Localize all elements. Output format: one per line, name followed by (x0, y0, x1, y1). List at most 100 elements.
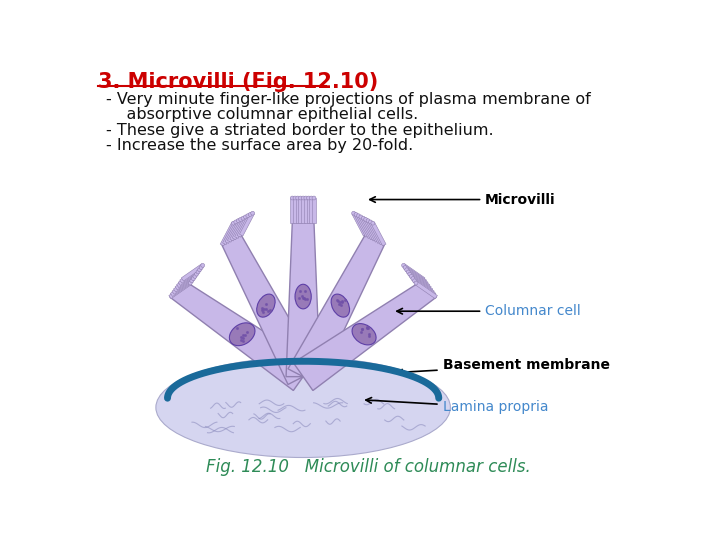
Ellipse shape (230, 323, 255, 346)
Text: - These give a striated border to the epithelium.: - These give a striated border to the ep… (106, 123, 493, 138)
Ellipse shape (310, 196, 313, 200)
Polygon shape (293, 198, 297, 222)
Polygon shape (220, 222, 235, 246)
Ellipse shape (304, 196, 307, 200)
Text: Fig. 12.10   Microvilli of columnar cells.: Fig. 12.10 Microvilli of columnar cells. (206, 457, 531, 476)
Text: Columnar cell: Columnar cell (397, 304, 581, 318)
Ellipse shape (189, 281, 192, 285)
Ellipse shape (405, 268, 409, 272)
Ellipse shape (301, 196, 305, 200)
Ellipse shape (364, 218, 368, 221)
Polygon shape (356, 215, 372, 239)
Polygon shape (369, 221, 384, 245)
Polygon shape (175, 273, 197, 290)
Polygon shape (240, 212, 254, 236)
Polygon shape (293, 280, 436, 390)
Ellipse shape (246, 214, 250, 218)
Polygon shape (312, 198, 316, 222)
Ellipse shape (410, 274, 413, 278)
Polygon shape (364, 219, 379, 242)
Polygon shape (174, 275, 196, 292)
Polygon shape (171, 279, 193, 296)
Ellipse shape (406, 270, 410, 274)
Ellipse shape (190, 279, 194, 283)
Polygon shape (178, 268, 201, 286)
Polygon shape (181, 264, 204, 281)
Ellipse shape (199, 266, 203, 269)
Text: 3. Microvilli (Fig. 12.10): 3. Microvilli (Fig. 12.10) (98, 72, 378, 92)
Ellipse shape (290, 196, 294, 200)
Polygon shape (310, 198, 313, 222)
Ellipse shape (403, 266, 407, 269)
Ellipse shape (312, 196, 316, 200)
Polygon shape (228, 219, 243, 242)
Polygon shape (225, 220, 240, 244)
Polygon shape (233, 216, 247, 240)
Polygon shape (352, 212, 366, 236)
Ellipse shape (359, 215, 363, 219)
Text: Lamina propria: Lamina propria (366, 397, 548, 415)
Ellipse shape (411, 276, 415, 280)
Polygon shape (172, 277, 194, 294)
Polygon shape (366, 220, 381, 244)
Polygon shape (359, 216, 374, 240)
Polygon shape (304, 198, 307, 222)
Polygon shape (409, 273, 431, 290)
Ellipse shape (361, 216, 365, 220)
Polygon shape (301, 198, 305, 222)
Polygon shape (410, 275, 433, 292)
Text: Microvilli: Microvilli (370, 193, 556, 206)
Polygon shape (361, 217, 377, 241)
Polygon shape (307, 198, 310, 222)
Polygon shape (168, 281, 192, 299)
Ellipse shape (192, 276, 195, 280)
Polygon shape (412, 277, 434, 294)
Text: - Increase the surface area by 20-fold.: - Increase the surface area by 20-fold. (106, 138, 413, 153)
Ellipse shape (414, 281, 418, 285)
Text: absorptive columnar epithelial cells.: absorptive columnar epithelial cells. (106, 107, 418, 122)
Ellipse shape (194, 272, 199, 276)
Ellipse shape (296, 196, 300, 200)
Polygon shape (296, 198, 300, 222)
Ellipse shape (371, 221, 375, 225)
Ellipse shape (331, 294, 349, 317)
Polygon shape (405, 268, 428, 286)
Polygon shape (237, 214, 252, 237)
Polygon shape (230, 217, 245, 241)
Ellipse shape (351, 211, 356, 215)
Ellipse shape (196, 270, 200, 274)
Ellipse shape (201, 264, 204, 267)
Ellipse shape (234, 220, 238, 224)
Ellipse shape (198, 268, 202, 272)
Polygon shape (286, 222, 320, 377)
Ellipse shape (193, 274, 197, 278)
Ellipse shape (156, 357, 451, 457)
Polygon shape (290, 198, 294, 222)
Ellipse shape (248, 213, 252, 217)
Polygon shape (413, 279, 436, 296)
Polygon shape (354, 214, 369, 237)
Polygon shape (404, 266, 426, 284)
Ellipse shape (366, 219, 370, 222)
Ellipse shape (236, 219, 240, 222)
Polygon shape (170, 280, 313, 390)
Ellipse shape (369, 220, 372, 224)
Ellipse shape (356, 214, 361, 218)
Polygon shape (407, 271, 430, 288)
Ellipse shape (241, 216, 245, 220)
Ellipse shape (243, 215, 248, 219)
Polygon shape (288, 235, 384, 384)
Polygon shape (235, 215, 250, 239)
Ellipse shape (231, 221, 235, 225)
Ellipse shape (408, 272, 412, 276)
Polygon shape (415, 281, 438, 299)
Ellipse shape (354, 213, 358, 217)
Ellipse shape (251, 211, 255, 215)
Ellipse shape (293, 196, 297, 200)
Ellipse shape (238, 218, 243, 221)
Polygon shape (222, 221, 238, 245)
Polygon shape (180, 266, 202, 284)
Polygon shape (371, 222, 386, 246)
Ellipse shape (307, 196, 310, 200)
Ellipse shape (295, 284, 311, 309)
